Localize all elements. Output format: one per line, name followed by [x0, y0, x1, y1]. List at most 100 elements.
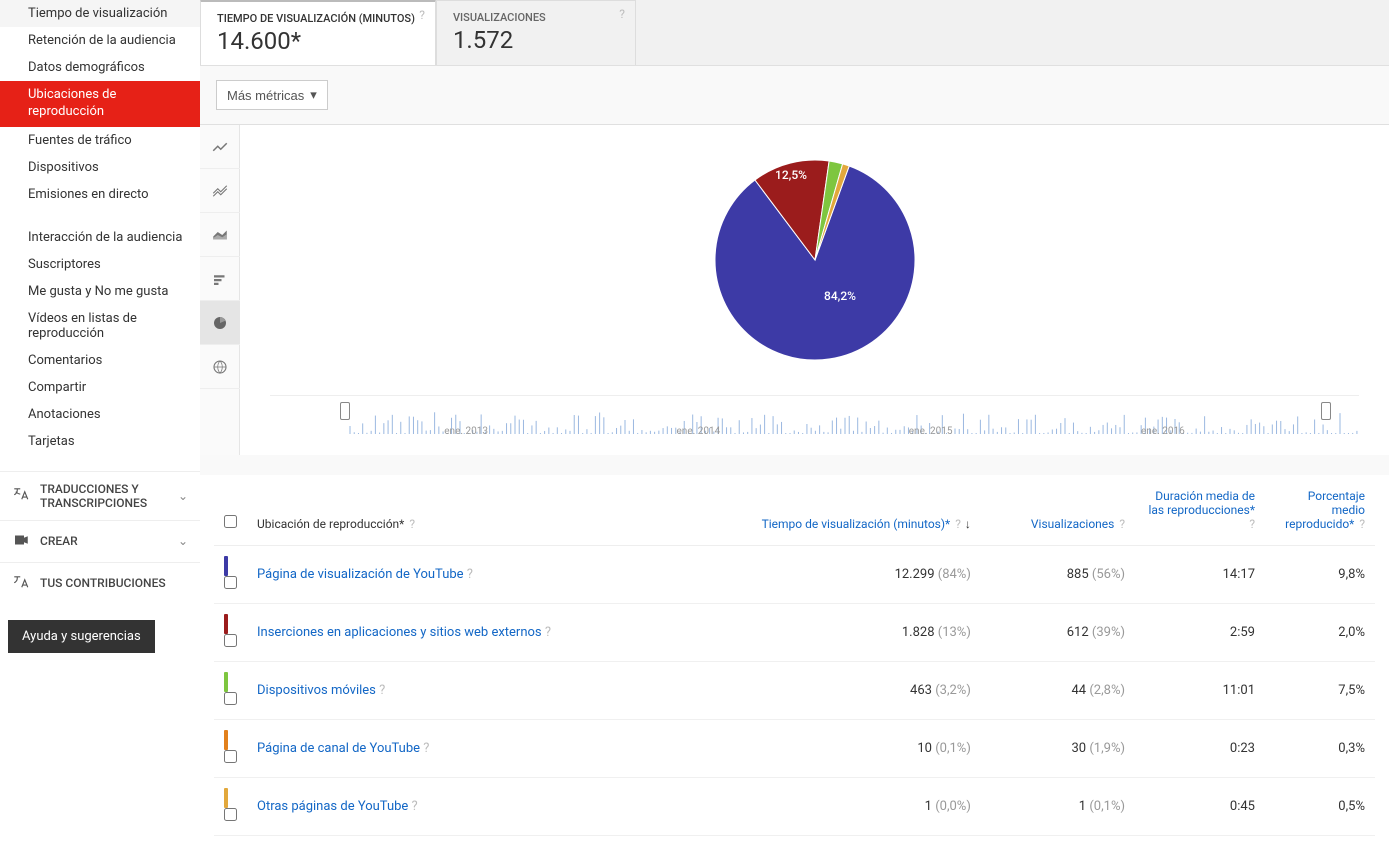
- cell-avgdur: 2:59: [1135, 604, 1265, 662]
- sidebar-section-0[interactable]: TRADUCCIONES Y TRANSCRIPCIONES ⌄: [0, 471, 200, 520]
- help-icon[interactable]: ?: [419, 8, 425, 22]
- pie-slice-label: 12,5%: [775, 168, 807, 182]
- sidebar-item2-2[interactable]: Me gusta y No me gusta: [0, 278, 200, 305]
- help-icon[interactable]: ?: [409, 517, 415, 531]
- timeline-handle-left[interactable]: [340, 402, 350, 420]
- cell-avgpct: 7,5%: [1265, 662, 1375, 720]
- pie-chart-button[interactable]: [200, 301, 240, 345]
- table-row: Inserciones en aplicaciones y sitios web…: [214, 604, 1375, 662]
- main-content: ?TIEMPO DE VISUALIZACIÓN (MINUTOS)14.600…: [200, 0, 1389, 850]
- help-icon[interactable]: ?: [1359, 517, 1365, 531]
- help-icon[interactable]: ?: [412, 799, 418, 814]
- timeline-label: ene. 2015: [815, 426, 1047, 437]
- cell-avgpct: 0,3%: [1265, 720, 1375, 778]
- table-row: Página de visualización de YouTube ? 12.2…: [214, 546, 1375, 604]
- metric-card-1[interactable]: ? VISUALIZACIONES 1.572: [436, 0, 636, 65]
- create-icon: [12, 531, 30, 552]
- data-table: Ubicación de reproducción* ?Tiempo de vi…: [214, 475, 1375, 836]
- timeline-handle-right[interactable]: [1321, 402, 1331, 420]
- metric-value: 1.572: [453, 26, 615, 54]
- series-color-icon: [224, 672, 228, 692]
- help-icon[interactable]: ?: [423, 741, 429, 756]
- row-checkbox[interactable]: [224, 750, 237, 763]
- table-row: Dispositivos móviles ?463 (3,2%)44 (2,8%…: [214, 662, 1375, 720]
- sidebar-item2-7[interactable]: Tarjetas: [0, 428, 200, 455]
- pie-chart: 84,2% 12,5%: [700, 145, 930, 375]
- help-icon[interactable]: ?: [379, 683, 385, 698]
- row-name-link[interactable]: Dispositivos móviles: [257, 683, 376, 698]
- metric-label: VISUALIZACIONES: [453, 11, 615, 24]
- row-checkbox[interactable]: [224, 808, 237, 821]
- sidebar-item-6[interactable]: Emisiones en directo: [0, 181, 200, 208]
- sidebar-item-5[interactable]: Dispositivos: [0, 154, 200, 181]
- series-color-icon: [224, 614, 228, 634]
- bar-chart-button[interactable]: [200, 257, 240, 301]
- row-name-link[interactable]: Inserciones en aplicaciones y sitios web…: [257, 625, 542, 640]
- timeline-label: ene. 2013: [350, 426, 582, 437]
- chart-body: 84,2% 12,5% ene. 2013ene. 2014ene. 2015en…: [240, 125, 1389, 455]
- cell-avgdur: 14:17: [1135, 546, 1265, 604]
- cell-views: 612 (39%): [981, 604, 1135, 662]
- metric-cards: ?TIEMPO DE VISUALIZACIÓN (MINUTOS)14.600…: [200, 0, 1389, 66]
- row-checkbox[interactable]: [224, 576, 237, 589]
- map-chart-button[interactable]: [200, 345, 240, 389]
- help-icon[interactable]: ?: [1249, 517, 1255, 531]
- chevron-down-icon: ▾: [310, 87, 317, 103]
- sidebar-item2-0[interactable]: Interacción de la audiencia: [0, 224, 200, 251]
- cell-avgdur: 11:01: [1135, 662, 1265, 720]
- row-checkbox[interactable]: [224, 692, 237, 705]
- cell-watch: 463 (3,2%): [671, 662, 981, 720]
- sidebar-item2-4[interactable]: Comentarios: [0, 347, 200, 374]
- timeline[interactable]: ene. 2013ene. 2014ene. 2015ene. 2016: [270, 395, 1359, 455]
- cell-avgpct: 9,8%: [1265, 546, 1375, 604]
- column-header-2[interactable]: Visualizaciones ?: [981, 475, 1135, 546]
- help-icon[interactable]: ?: [619, 7, 625, 21]
- cell-avgdur: 0:45: [1135, 778, 1265, 836]
- row-name-link[interactable]: Página de visualización de YouTube: [257, 567, 464, 582]
- cell-avgpct: 2,0%: [1265, 604, 1375, 662]
- line-chart-button[interactable]: [200, 125, 240, 169]
- column-header-1[interactable]: Tiempo de visualización (minutos)* ?↓: [671, 475, 981, 546]
- sidebar-section-1[interactable]: CREAR⌄: [0, 520, 200, 562]
- metric-card-0[interactable]: ?TIEMPO DE VISUALIZACIÓN (MINUTOS)14.600…: [200, 0, 436, 65]
- contributions-icon: [12, 573, 30, 594]
- sidebar-item-0[interactable]: Tiempo de visualización: [0, 0, 200, 27]
- column-header-4[interactable]: Porcentaje medio reproducido* ?: [1265, 475, 1375, 546]
- cell-avgdur: 0:23: [1135, 720, 1265, 778]
- help-button[interactable]: Ayuda y sugerencias: [8, 620, 155, 653]
- sidebar-item-1[interactable]: Retención de la audiencia: [0, 27, 200, 54]
- chevron-down-icon: ⌄: [178, 489, 188, 503]
- select-all-checkbox[interactable]: [224, 515, 237, 528]
- sidebar-item2-1[interactable]: Suscriptores: [0, 251, 200, 278]
- column-header-3[interactable]: Duración media de las reproducciones* ?: [1135, 475, 1265, 546]
- sidebar-item-4[interactable]: Fuentes de tráfico: [0, 127, 200, 154]
- row-name-link[interactable]: Página de canal de YouTube: [257, 741, 420, 756]
- sidebar-section-label: TRADUCCIONES Y TRANSCRIPCIONES: [40, 482, 168, 510]
- cell-watch: 1.828 (13%): [671, 604, 981, 662]
- chevron-down-icon: ⌄: [178, 534, 188, 548]
- cell-watch: 1 (0,0%): [671, 778, 981, 836]
- help-icon[interactable]: ?: [545, 625, 551, 640]
- more-metrics-button[interactable]: Más métricas ▾: [216, 80, 328, 110]
- sidebar-item2-6[interactable]: Anotaciones: [0, 401, 200, 428]
- metric-label: TIEMPO DE VISUALIZACIÓN (MINUTOS): [217, 12, 415, 25]
- sidebar-section-label: TUS CONTRIBUCIONES: [40, 576, 166, 590]
- table-row: Otras páginas de YouTube ?1 (0,0%)1 (0,1…: [214, 778, 1375, 836]
- row-checkbox[interactable]: [224, 634, 237, 647]
- sort-arrow-icon: ↓: [965, 517, 971, 531]
- cell-watch: 12.299 (84%): [671, 546, 981, 604]
- stacked-area-button[interactable]: [200, 213, 240, 257]
- cell-avgpct: 0,5%: [1265, 778, 1375, 836]
- sidebar-item-3[interactable]: Ubicaciones de reproducción: [0, 81, 200, 127]
- row-name-link[interactable]: Otras páginas de YouTube: [257, 799, 408, 814]
- help-icon[interactable]: ?: [1119, 517, 1125, 531]
- sidebar-item-2[interactable]: Datos demográficos: [0, 54, 200, 81]
- sidebar-section-2[interactable]: TUS CONTRIBUCIONES: [0, 562, 200, 604]
- multi-line-chart-button[interactable]: [200, 169, 240, 213]
- pie-slice-label: 84,2%: [824, 289, 856, 303]
- timeline-label: ene. 2014: [582, 426, 814, 437]
- help-icon[interactable]: ?: [467, 567, 473, 582]
- help-icon[interactable]: ?: [955, 517, 961, 531]
- sidebar-item2-3[interactable]: Vídeos en listas de reproducción: [0, 305, 200, 347]
- sidebar-item2-5[interactable]: Compartir: [0, 374, 200, 401]
